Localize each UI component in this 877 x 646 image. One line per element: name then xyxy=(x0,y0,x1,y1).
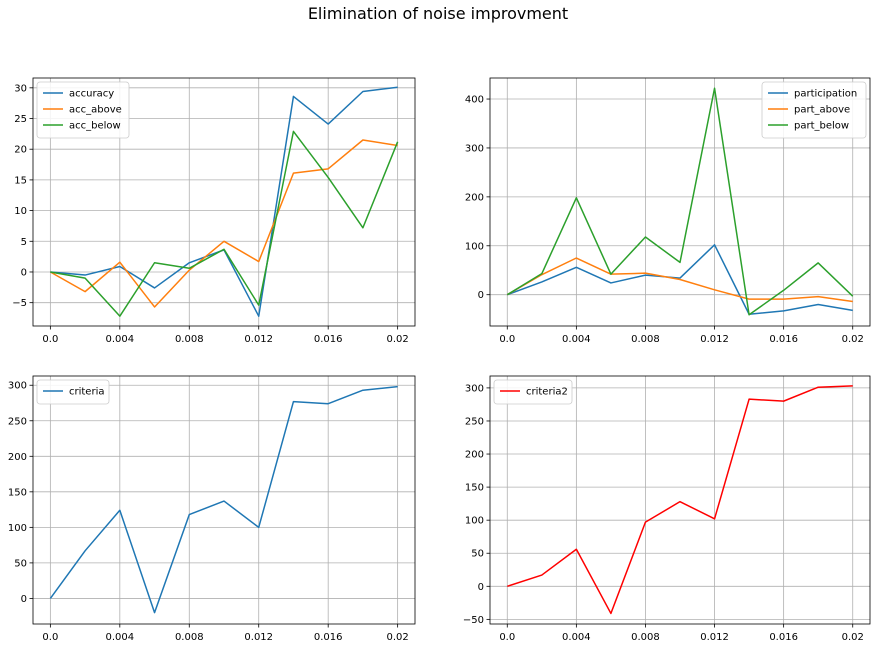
y-tick-label: 200 xyxy=(8,452,27,463)
series-line-part_above xyxy=(506,257,853,303)
legend: criteria2 xyxy=(493,379,573,405)
legend-label-participation: participation xyxy=(794,89,857,100)
x-tick-label: 0.008 xyxy=(175,632,204,643)
x-tick-label: 0.004 xyxy=(105,632,134,643)
y-tick-label: 150 xyxy=(8,487,27,498)
x-tick-label: 0.02 xyxy=(387,334,409,345)
legend-box xyxy=(36,379,110,405)
y-tick-label: 30 xyxy=(14,83,27,94)
legend-box xyxy=(761,81,867,139)
legend-label-part_below: part_below xyxy=(794,121,849,132)
y-tick-label: 50 xyxy=(471,549,484,560)
series-line-part_below xyxy=(506,87,854,316)
y-tick-label: 50 xyxy=(14,558,27,569)
subplot-2: 0.0 0.004 0.008 0.012 0.016 0.02 0 100 200 300 400… xyxy=(465,77,871,345)
x-tick-label: 0.0 xyxy=(499,334,515,345)
legend: accuracy acc_above acc_below xyxy=(36,81,130,139)
y-tick-label: 10 xyxy=(14,206,27,217)
y-tick-label: 250 xyxy=(465,416,484,427)
x-tick-label: 0.02 xyxy=(387,632,409,643)
y-tick-label: −5 xyxy=(12,298,27,309)
series-line-criteria2 xyxy=(507,385,853,615)
x-tick-label: 0.004 xyxy=(562,632,591,643)
y-tick-label: 0 xyxy=(478,582,484,593)
series-line-participation xyxy=(507,244,853,316)
x-tick-label: 0.008 xyxy=(631,632,660,643)
x-tick-label: 0.004 xyxy=(105,334,134,345)
y-tick-label: 100 xyxy=(465,516,484,527)
figure-title: Elimination of noise improvment xyxy=(308,4,568,23)
axes-frame xyxy=(32,375,416,625)
axes-frame xyxy=(489,375,871,625)
legend-label-acc_below: acc_below xyxy=(69,121,121,132)
x-tick-label: 0.02 xyxy=(842,334,864,345)
x-tick-label: 0.02 xyxy=(842,632,864,643)
legend-label-criteria: criteria xyxy=(69,387,104,398)
y-tick-label: 15 xyxy=(14,175,27,186)
x-tick-label: 0.016 xyxy=(769,632,798,643)
legend-label-criteria2: criteria2 xyxy=(526,387,568,398)
y-tick-label: 300 xyxy=(465,143,484,154)
grid xyxy=(33,376,415,624)
series-line-criteria xyxy=(49,385,398,614)
legend: criteria xyxy=(36,379,110,405)
subplot-4: 0.0 0.004 0.008 0.012 0.016 0.02 −50 0 50 100 150 2… xyxy=(463,375,871,643)
y-tick-label: 400 xyxy=(465,95,484,106)
x-tick-label: 0.0 xyxy=(499,632,515,643)
y-tick-label: 0 xyxy=(21,594,27,605)
legend-box xyxy=(36,81,130,139)
y-tick-label: 5 xyxy=(21,237,27,248)
axes-frame xyxy=(32,77,416,327)
y-tick-label: 100 xyxy=(8,523,27,534)
y-tick-label: 200 xyxy=(465,450,484,461)
y-tick-label: 200 xyxy=(465,192,484,203)
y-tick-label: 25 xyxy=(14,114,27,125)
y-tick-label: 0 xyxy=(478,290,484,301)
legend-label-accuracy: accuracy xyxy=(69,89,114,100)
subplot-1: 0.0 0.004 0.008 0.012 0.016 0.02 −5 0 5 10 15 20 25 3… xyxy=(12,77,416,345)
y-tick-label: 300 xyxy=(8,381,27,392)
x-tick-label: 0.008 xyxy=(631,334,660,345)
legend: participation part_above part_below xyxy=(761,81,867,139)
x-tick-label: 0.0 xyxy=(42,632,58,643)
y-tick-label: −50 xyxy=(463,615,484,626)
x-tick-label: 0.008 xyxy=(175,334,204,345)
series-line-acc_above xyxy=(49,139,398,308)
grid xyxy=(490,376,870,624)
y-tick-label: 150 xyxy=(465,483,484,494)
y-tick-label: 250 xyxy=(8,416,27,427)
grid xyxy=(33,78,415,326)
x-tick-label: 0.012 xyxy=(700,334,729,345)
x-tick-label: 0.012 xyxy=(244,632,273,643)
x-tick-label: 0.016 xyxy=(314,632,343,643)
x-tick-label: 0.004 xyxy=(562,334,591,345)
legend-box xyxy=(493,379,573,405)
subplot-3: 0.0 0.004 0.008 0.012 0.016 0.02 0 50 100 150 200 2… xyxy=(8,375,416,643)
y-tick-label: 20 xyxy=(14,145,27,156)
legend-label-part_above: part_above xyxy=(794,105,850,116)
y-tick-label: 300 xyxy=(465,383,484,394)
legend-label-acc_above: acc_above xyxy=(69,105,122,116)
grid xyxy=(490,78,870,326)
x-tick-label: 0.016 xyxy=(314,334,343,345)
y-tick-label: 0 xyxy=(21,267,27,278)
x-tick-label: 0.016 xyxy=(769,334,798,345)
x-tick-label: 0.012 xyxy=(244,334,273,345)
series-line-acc_below xyxy=(50,130,399,317)
x-tick-label: 0.0 xyxy=(42,334,58,345)
x-tick-label: 0.012 xyxy=(700,632,729,643)
axes-frame xyxy=(489,77,871,327)
y-tick-label: 100 xyxy=(465,241,484,252)
